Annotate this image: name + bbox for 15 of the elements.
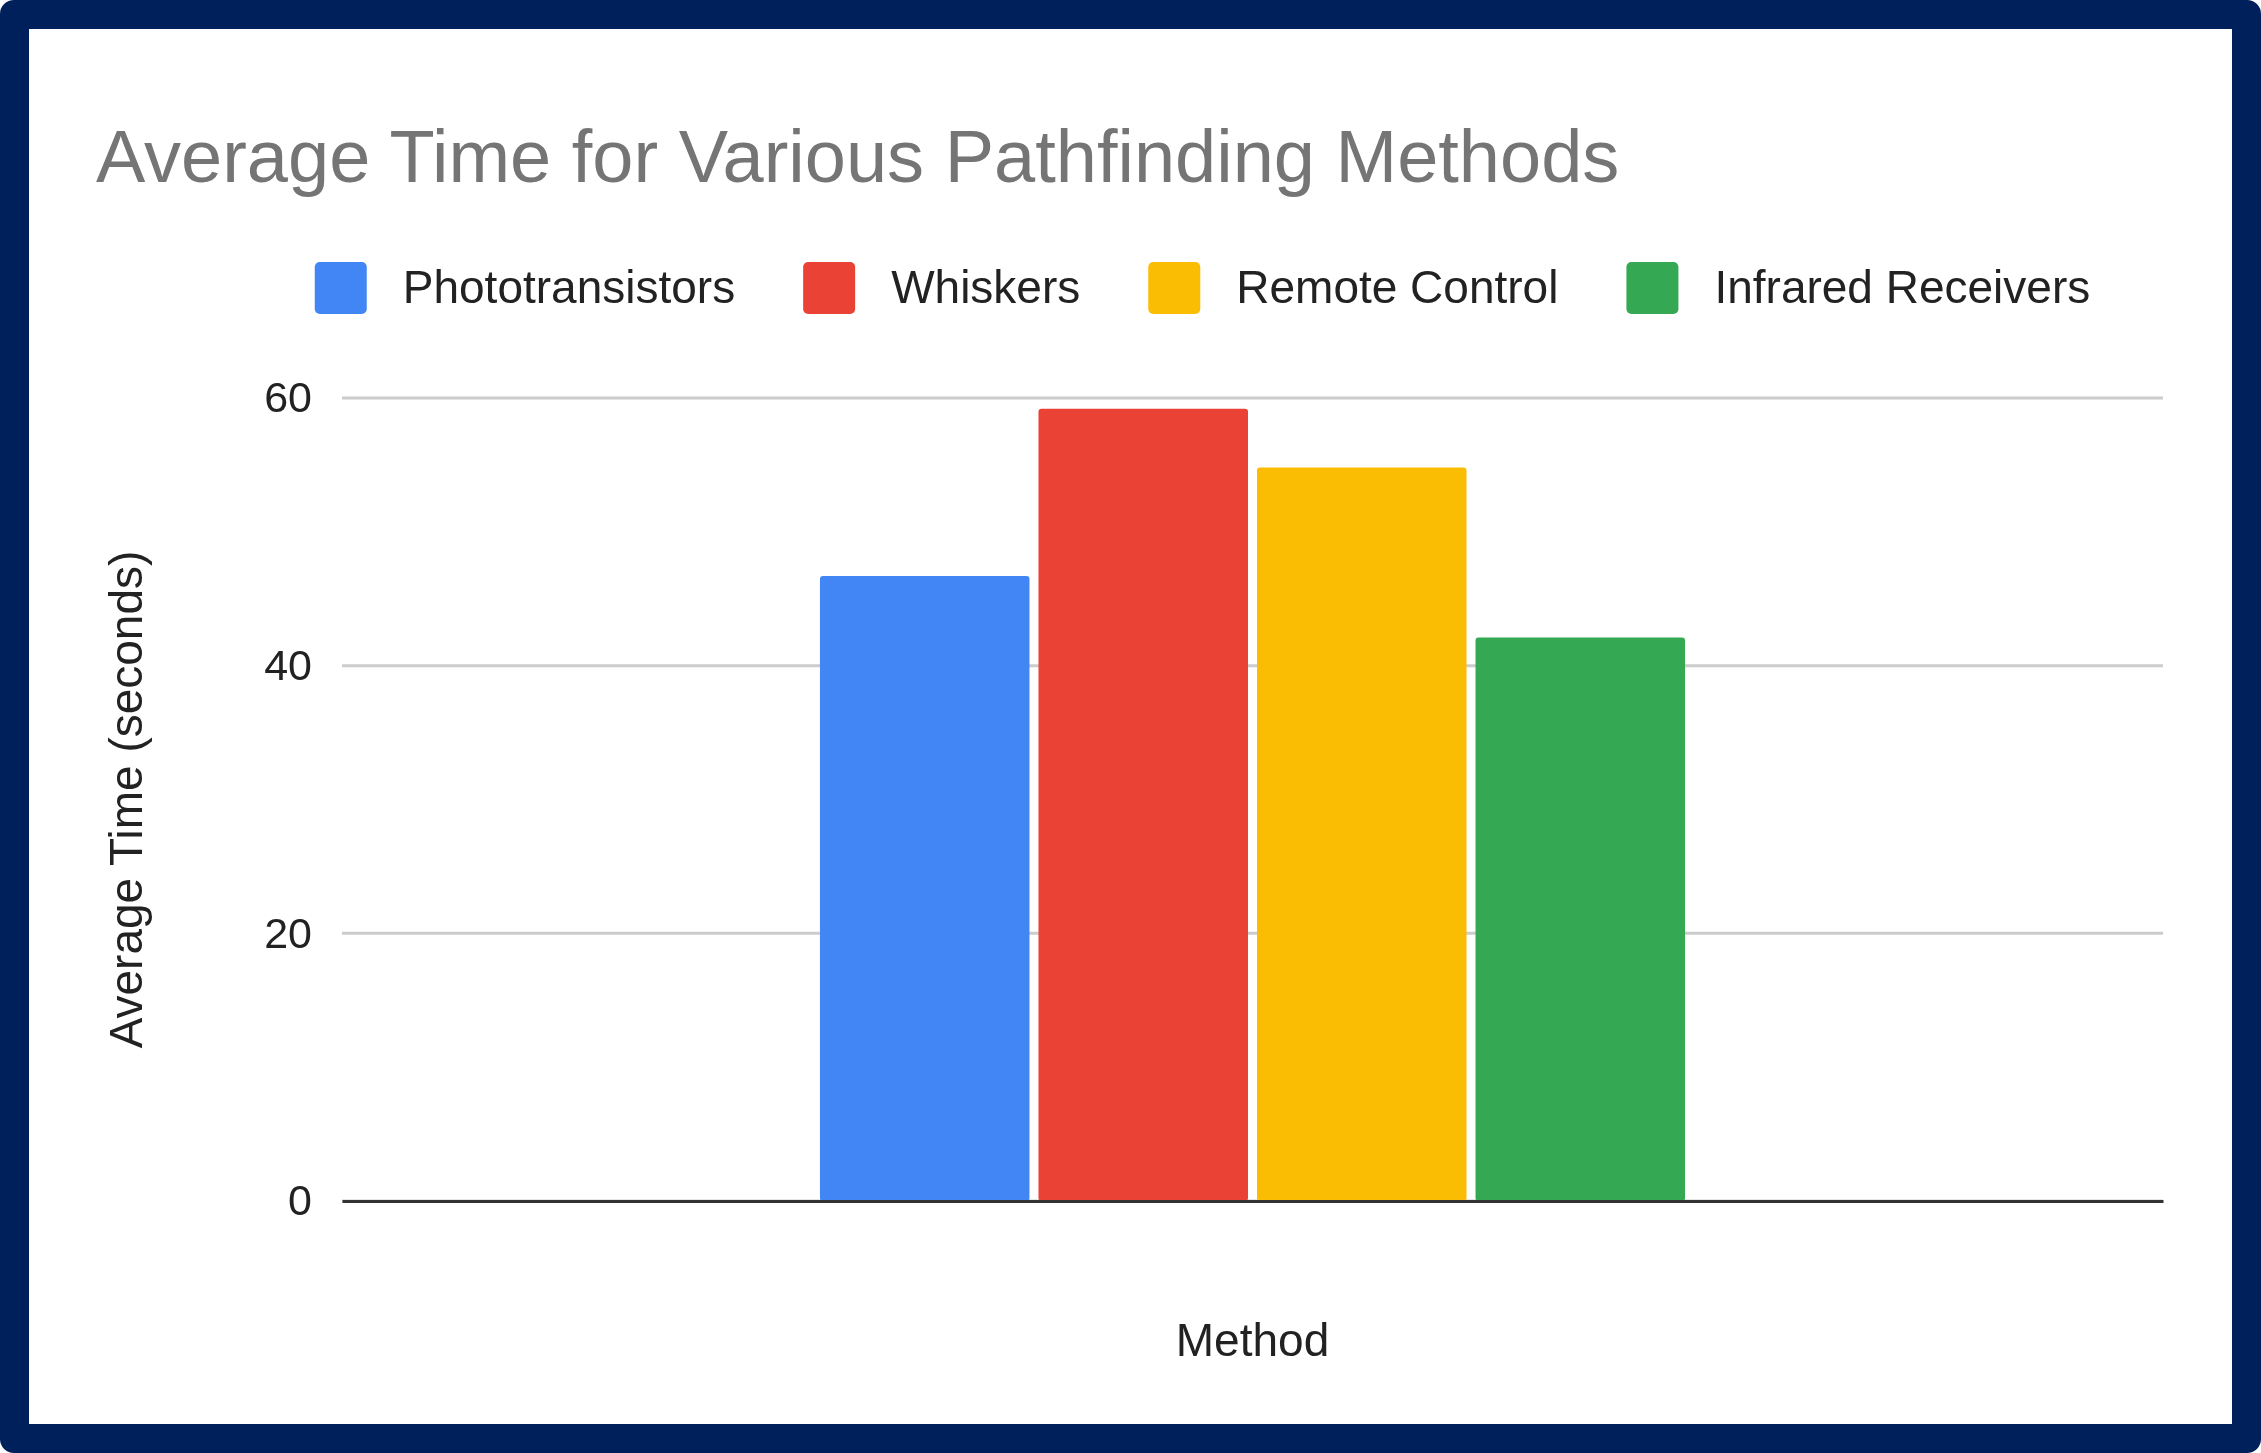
- legend-label: Remote Control: [1236, 261, 1559, 313]
- y-tick-label: 60: [264, 373, 312, 422]
- bar: [819, 576, 1030, 1201]
- legend-label: Whiskers: [891, 261, 1081, 313]
- legend-label: Phototransistors: [402, 261, 736, 313]
- y-tick-label: 0: [288, 1176, 312, 1225]
- bar: [1257, 467, 1467, 1201]
- y-tick-label: 20: [264, 908, 312, 957]
- x-axis-title: Method: [1175, 1314, 1330, 1366]
- bar: [1038, 408, 1248, 1201]
- legend-label: Infrared Receivers: [1714, 261, 2091, 313]
- chart-title: Average Time for Various Pathfinding Methods: [96, 115, 1620, 198]
- bar: [1475, 637, 1686, 1201]
- y-tick-label: 40: [264, 640, 312, 689]
- y-axis-title: Average Time (seconds): [100, 550, 152, 1049]
